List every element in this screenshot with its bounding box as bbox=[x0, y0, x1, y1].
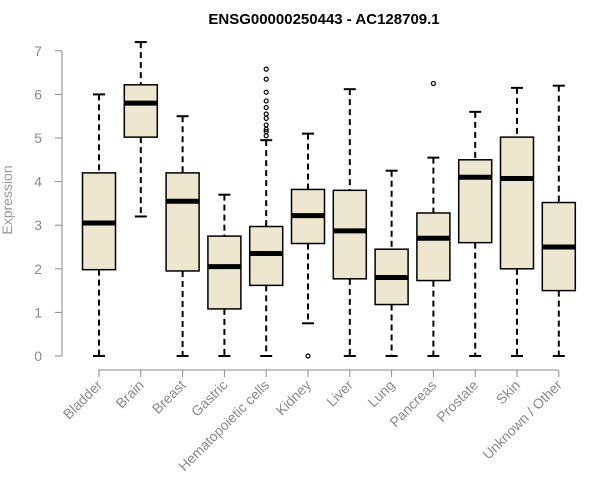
x-tick-label: Breast bbox=[149, 377, 189, 417]
outlier-point bbox=[263, 66, 269, 72]
outlier-point bbox=[263, 128, 269, 135]
iqr-box bbox=[457, 159, 493, 244]
box-brain bbox=[123, 41, 159, 218]
iqr-box bbox=[416, 212, 451, 282]
x-tick-label: Prostate bbox=[433, 377, 481, 425]
box-gastric bbox=[207, 193, 242, 357]
y-tick-label: 5 bbox=[34, 130, 42, 146]
y-tick-label: 0 bbox=[34, 348, 42, 364]
x-tick-label: Kidney bbox=[273, 377, 315, 419]
y-tick-label: 6 bbox=[34, 86, 42, 102]
iqr-box bbox=[332, 189, 368, 280]
box-unknown-other bbox=[541, 84, 577, 357]
box-prostate bbox=[457, 110, 493, 357]
y-tick-label: 7 bbox=[34, 43, 42, 59]
iqr-box bbox=[207, 235, 242, 310]
box-bladder bbox=[81, 93, 117, 357]
x-tick-label: Brain bbox=[112, 377, 146, 411]
iqr-box bbox=[165, 172, 200, 272]
box-breast bbox=[165, 115, 200, 357]
outlier-point bbox=[263, 76, 269, 82]
x-tick-label: Lung bbox=[364, 377, 397, 410]
x-tick-label: Bladder bbox=[60, 377, 106, 423]
box-lung bbox=[374, 169, 409, 357]
outlier-point bbox=[305, 353, 311, 359]
box-pancreas bbox=[416, 80, 451, 357]
outlier-point bbox=[263, 89, 269, 95]
chart-title: ENSG00000250443 - AC128709.1 bbox=[208, 11, 439, 28]
iqr-box bbox=[123, 84, 159, 138]
y-tick-label: 1 bbox=[34, 304, 42, 320]
outlier-point bbox=[263, 115, 269, 121]
y-tick-label: 4 bbox=[34, 174, 42, 190]
y-tick-label: 2 bbox=[34, 261, 42, 277]
y-axis-ticks: 0 1 2 3 4 5 6 7 bbox=[34, 43, 62, 364]
y-axis-label: Expression bbox=[0, 165, 15, 234]
y-tick-label: 3 bbox=[34, 217, 42, 233]
x-tick-label: Skin bbox=[493, 377, 524, 408]
boxes-layer bbox=[81, 41, 577, 359]
x-tick-label: Liver bbox=[323, 377, 356, 410]
iqr-box bbox=[499, 136, 535, 270]
outlier-point bbox=[263, 98, 269, 104]
outlier-point bbox=[263, 133, 269, 139]
box-liver bbox=[332, 88, 368, 357]
outlier-point bbox=[263, 104, 269, 111]
box-skin bbox=[499, 86, 535, 357]
outlier-point bbox=[430, 80, 436, 87]
box-kidney bbox=[290, 132, 326, 359]
outlier-point bbox=[263, 122, 269, 128]
x-tick-label: Unknown / Other bbox=[479, 377, 565, 463]
box-hematopoietic-cells bbox=[248, 66, 284, 357]
outlier-point bbox=[263, 111, 269, 117]
